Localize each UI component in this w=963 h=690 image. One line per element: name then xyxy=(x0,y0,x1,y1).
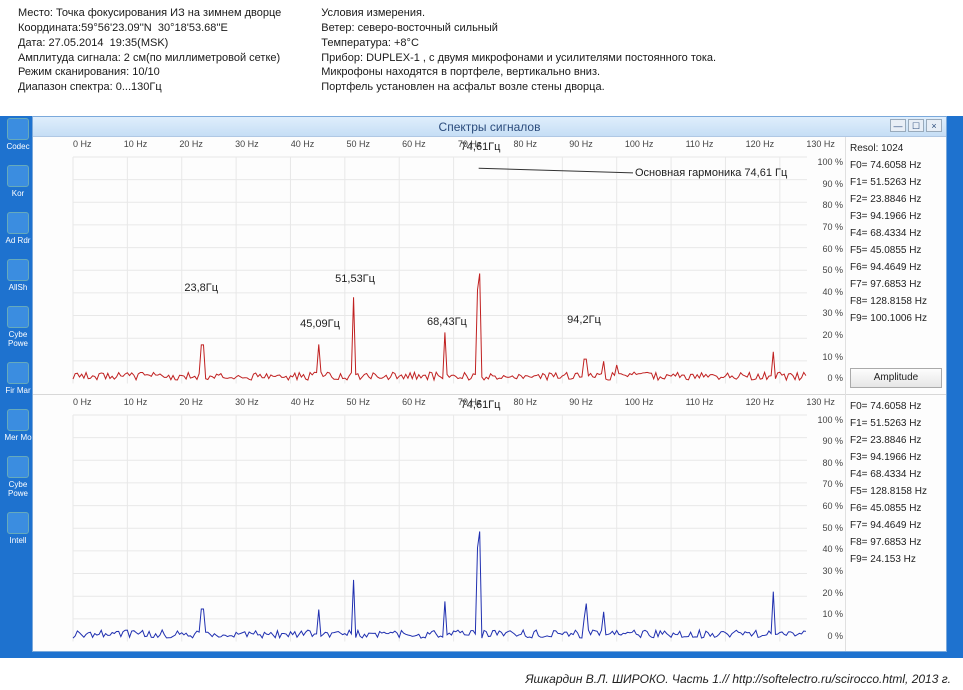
harmonic-row: F8= 128.8158 Hz xyxy=(850,296,942,307)
shortcut-icon xyxy=(7,362,29,384)
desktop-shortcut[interactable]: Cybe Powe xyxy=(2,456,34,498)
shortcut-icon xyxy=(7,306,29,328)
chart-stack: 0 Hz10 Hz20 Hz30 Hz40 Hz50 Hz60 Hz70 Hz8… xyxy=(33,137,846,651)
resolution-label: Resol: 1024 xyxy=(850,143,942,154)
harmonic-row: F6= 45.0855 Hz xyxy=(850,503,942,514)
window-body: 0 Hz10 Hz20 Hz30 Hz40 Hz50 Hz60 Hz70 Hz8… xyxy=(33,137,946,651)
desktop-shortcut[interactable]: Mer Mo xyxy=(2,409,34,442)
peak-label: 68,43Гц xyxy=(427,316,467,328)
info-right-col: Условия измерения. Ветер: северо-восточн… xyxy=(321,6,716,95)
harmonic-row: F6= 94.4649 Hz xyxy=(850,262,942,273)
shortcut-label: AllSh xyxy=(9,283,28,292)
spectrum-plot-svg xyxy=(33,395,845,652)
peak-label: 94,2Гц xyxy=(567,314,601,326)
citation-footer: Яшкардин В.Л. ШИРОКО. Часть 1.// http://… xyxy=(525,672,951,686)
harmonic-row: F0= 74.6058 Hz xyxy=(850,401,942,412)
window-title-text: Спектры сигналов xyxy=(439,120,541,134)
harmonic-row: F1= 51.5263 Hz xyxy=(850,177,942,188)
harmonic-row: F4= 68.4334 Hz xyxy=(850,469,942,480)
harmonic-row: F7= 94.4649 Hz xyxy=(850,520,942,531)
harmonic-row: F0= 74.6058 Hz xyxy=(850,160,942,171)
desktop-shortcut[interactable]: Ad Rdr xyxy=(2,212,34,245)
harmonic-row: F9= 24.153 Hz xyxy=(850,554,942,565)
peak-label: 74,61Гц xyxy=(461,141,501,153)
header-info-block: Место: Точка фокусирования ИЗ на зимнем … xyxy=(0,0,963,101)
shortcut-label: Fir Mar xyxy=(5,386,30,395)
harmonic-row: F2= 23.8846 Hz xyxy=(850,194,942,205)
shortcut-icon xyxy=(7,456,29,478)
peak-label: 23,8Гц xyxy=(184,282,218,294)
maximize-icon[interactable]: ☐ xyxy=(908,119,924,132)
desktop-shortcut[interactable]: Intell xyxy=(2,512,34,545)
desktop-shortcut[interactable]: Cybe Powe xyxy=(2,306,34,348)
shortcut-label: Cybe Powe xyxy=(2,330,34,348)
shortcut-label: Kor xyxy=(12,189,24,198)
shortcut-label: Ad Rdr xyxy=(6,236,31,245)
peak-label: 74,61Гц xyxy=(461,399,501,411)
shortcut-icon xyxy=(7,212,29,234)
harmonic-row: F8= 97.6853 Hz xyxy=(850,537,942,548)
harmonic-row: F3= 94.1966 Hz xyxy=(850,452,942,463)
shortcut-icon xyxy=(7,409,29,431)
harmonic-row: F2= 23.8846 Hz xyxy=(850,435,942,446)
window-titlebar[interactable]: Спектры сигналов — ☐ × xyxy=(33,117,946,137)
shortcut-label: Intell xyxy=(10,536,27,545)
spectrum-chart-bottom: 0 Hz10 Hz20 Hz30 Hz40 Hz50 Hz60 Hz70 Hz8… xyxy=(33,394,845,652)
spectra-window: Спектры сигналов — ☐ × 0 Hz10 Hz20 Hz30 … xyxy=(32,116,947,652)
shortcut-icon xyxy=(7,118,29,140)
peak-label: 45,09Гц xyxy=(300,318,340,330)
harmonics-list-top: Resol: 1024 F0= 74.6058 Hz F1= 51.5263 Hz F… xyxy=(846,137,946,394)
desktop-shortcut[interactable]: Kor xyxy=(2,165,34,198)
shortcut-icon xyxy=(7,165,29,187)
shortcut-label: Cybe Powe xyxy=(2,480,34,498)
harmonics-list-bottom: F0= 74.6058 Hz F1= 51.5263 Hz F2= 23.8846 … xyxy=(846,394,946,652)
amplitude-button[interactable]: Amplitude xyxy=(850,368,942,388)
spectrum-chart-top: 0 Hz10 Hz20 Hz30 Hz40 Hz50 Hz60 Hz70 Hz8… xyxy=(33,137,845,394)
info-left-col: Место: Точка фокусирования ИЗ на зимнем … xyxy=(18,6,281,95)
shortcut-icon xyxy=(7,259,29,281)
harmonic-row: F9= 100.1006 Hz xyxy=(850,313,942,324)
peak-label: 51,53Гц xyxy=(335,273,375,285)
close-icon[interactable]: × xyxy=(926,119,942,132)
harmonic-row: F7= 97.6853 Hz xyxy=(850,279,942,290)
main-harmonic-annotation: Основная гармоника 74,61 Гц xyxy=(635,167,787,179)
desktop-shortcut[interactable]: AllSh xyxy=(2,259,34,292)
desktop-background: Codec Kor Ad Rdr AllSh Cybe Powe Fir Mar Mer M… xyxy=(0,116,963,658)
desktop-shortcut[interactable]: Fir Mar xyxy=(2,362,34,395)
desktop-shortcut[interactable]: Codec xyxy=(2,118,34,151)
harmonic-row: F3= 94.1966 Hz xyxy=(850,211,942,222)
shortcut-label: Codec xyxy=(6,142,29,151)
harmonic-row: F4= 68.4334 Hz xyxy=(850,228,942,239)
shortcut-label: Mer Mo xyxy=(4,433,31,442)
harmonic-row: F5= 128.8158 Hz xyxy=(850,486,942,497)
shortcut-icon xyxy=(7,512,29,534)
harmonic-row: F5= 45.0855 Hz xyxy=(850,245,942,256)
info-column: Resol: 1024F0= 74.6058 HzF1= 51.5263 HzF… xyxy=(846,137,946,651)
harmonic-row: F1= 51.5263 Hz xyxy=(850,418,942,429)
minimize-icon[interactable]: — xyxy=(890,119,906,132)
